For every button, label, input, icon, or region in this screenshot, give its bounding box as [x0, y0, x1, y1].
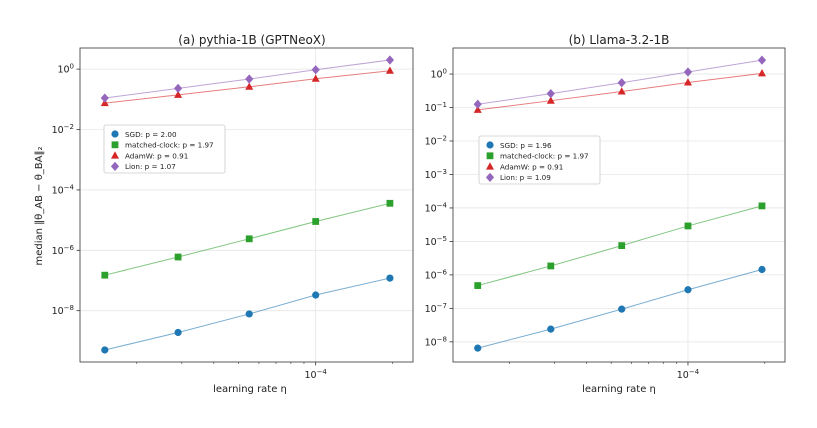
panel-a-legend-adamw-marker	[111, 151, 119, 159]
panel-a-y-tick-label: 10−6	[52, 244, 75, 257]
panel-b-legend-matched-clock-marker	[486, 152, 494, 160]
panel-b-sgd-point	[684, 286, 692, 294]
panel-b: (b) Llama-3.2-1B 10−8 10−7 10−6 10−5 10−4 10−…	[425, 33, 786, 395]
panel-b-legend-adamw-label: AdamW: p = 0.91	[500, 162, 563, 171]
panel-b-y-tick-label: 10−3	[425, 168, 447, 181]
panel-b-matched-clock-point	[474, 282, 482, 289]
panel-b-adamw-point	[683, 78, 692, 86]
panel-a-lion-point	[173, 83, 183, 93]
panel-a-sgd-point	[312, 291, 320, 299]
panel-a-plot-area	[79, 47, 414, 363]
panel-a-legend-sgd-marker	[111, 130, 119, 138]
panel-b-adamw-point	[546, 96, 555, 104]
panel-b-sgd-point	[547, 325, 555, 333]
panel-a-lion-point	[311, 65, 320, 75]
panel-b-lion-point	[473, 99, 482, 109]
panel-a-y-tick-label: 10−8	[52, 304, 74, 317]
panel-a-legend-frame	[103, 124, 226, 174]
panel-b-legend: SGD: p = 1.96 matched-clock: p = 1.97Adam…	[478, 135, 601, 185]
panel-a-sgd-point	[101, 346, 109, 354]
panel-b-adamw-point	[473, 105, 482, 113]
panel-a-legend-sgd-label: SGD: p = 2.00	[125, 130, 177, 139]
panel-b-lion-point	[546, 89, 555, 99]
panel-b-legend-frame	[478, 135, 601, 185]
panel-b-legend-lion-marker	[485, 172, 495, 182]
panel-b-x-axis-label: learning rate η	[582, 384, 656, 395]
panel-b-y-tick-label: 100	[430, 68, 447, 81]
panel-a-matched-clock-point	[174, 253, 182, 261]
panel-a-adamw-point	[245, 82, 254, 90]
panel-b-lion-point	[617, 78, 626, 88]
panel-a-y-tick-label: 10−4	[52, 183, 75, 196]
panel-a: (a) pythia-1B (GPTNeoX) 10−8 10−6 10−4 10−2…	[34, 33, 414, 395]
panel-b-y-tick-label: 10−2	[425, 134, 447, 147]
panel-b-y-tick-label: 10−4	[425, 201, 448, 214]
panel-a-x-tick-label: 10−4	[304, 368, 327, 381]
panel-a-matched-clock-point	[312, 218, 320, 225]
panel-a-y-tick-label: 10−2	[52, 123, 74, 136]
panel-b-sgd-point	[474, 344, 482, 352]
panel-a-legend-matched-clock-label: matched-clock: p = 1.97	[125, 141, 214, 150]
panel-b-sgd-point	[618, 305, 626, 313]
panel-b-title: (b) Llama-3.2-1B	[569, 33, 670, 47]
panel-a-lion-point	[100, 93, 109, 103]
panel-b-legend-lion-label: Lion: p = 1.09	[500, 173, 551, 182]
panel-b-legend-sgd-label: SGD: p = 1.96	[500, 141, 552, 150]
panel-b-plot-area	[452, 47, 786, 363]
panel-a-legend-lion-label: Lion: p = 1.07	[125, 162, 176, 171]
panel-b-matched-clock-point	[618, 242, 626, 250]
panel-b-lion-point	[757, 55, 767, 65]
panel-b-legend-adamw-marker	[486, 162, 494, 170]
panel-a-adamw-point	[385, 66, 394, 74]
panel-a-sgd-point	[245, 310, 253, 318]
panel-b-x-tick-label: 10−4	[677, 368, 700, 381]
panel-a-matched-clock-point	[386, 199, 394, 207]
panel-b-sgd-point	[758, 265, 766, 274]
panel-a-lion-point	[385, 55, 395, 65]
panel-a-title: (a) pythia-1B (GPTNeoX)	[178, 33, 325, 47]
panel-b-legend-matched-clock-label: matched-clock: p = 1.97	[500, 152, 589, 161]
panel-b-adamw-point	[617, 87, 626, 95]
panel-a-matched-clock-point	[245, 235, 253, 243]
panel-a-x-axis-label: learning rate η	[213, 384, 287, 395]
panel-a-lion-point	[245, 74, 254, 84]
panel-b-y-tick-label: 10−5	[425, 235, 447, 248]
panel-b-y-tick-label: 10−1	[425, 101, 447, 114]
panel-a-adamw-point	[174, 90, 183, 98]
panel-b-matched-clock-point	[684, 222, 692, 230]
panel-a-adamw-point	[311, 74, 320, 82]
panel-a-sgd-point	[174, 328, 182, 337]
panel-a-matched-clock-point	[101, 271, 109, 279]
panel-b-y-tick-label: 10−7	[425, 302, 447, 315]
panel-b-adamw-point	[757, 69, 766, 77]
panel-a-legend-adamw-label: AdamW: p = 0.91	[125, 151, 188, 160]
panel-b-matched-clock-point	[547, 262, 555, 270]
panel-a-y-axis-label: median ‖θ_AB − θ_BA‖₂	[34, 146, 45, 265]
panel-a-y-tick-label: 100	[57, 63, 74, 76]
panel-a-legend-lion-marker	[110, 161, 120, 171]
panel-a-legend: SGD: p = 2.00 matched-clock: p = 1.97Adam…	[103, 124, 226, 174]
panel-a-sgd-point	[386, 274, 394, 282]
panel-b-y-tick-label: 10−6	[425, 268, 448, 281]
panel-b-legend-sgd-marker	[486, 141, 494, 149]
panel-b-y-tick-label: 10−8	[425, 335, 447, 348]
panel-b-matched-clock-point	[758, 202, 766, 210]
panel-a-legend-matched-clock-marker	[111, 141, 119, 149]
panel-b-lion-point	[683, 67, 693, 77]
